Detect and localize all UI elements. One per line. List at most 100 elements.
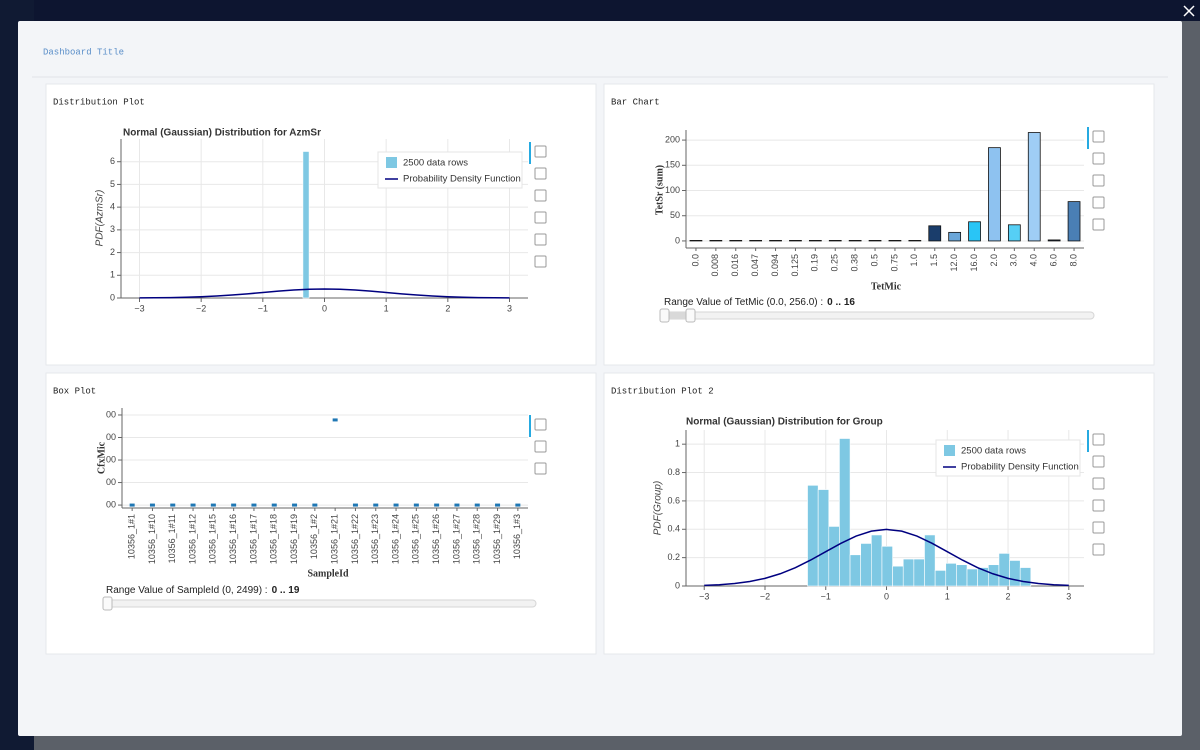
- x-tick-label: 0.38: [850, 254, 860, 272]
- slider-value: 0 .. 16: [827, 297, 855, 308]
- histogram-bar: [1009, 560, 1021, 587]
- toolbar-icon[interactable]: [534, 145, 547, 158]
- histogram-bar: [998, 553, 1010, 587]
- x-tick-label: 10356_1#29: [492, 514, 502, 564]
- toolbar-icon[interactable]: [534, 189, 547, 202]
- histogram-bar: [839, 438, 851, 587]
- x-tick-label: 3: [1066, 591, 1071, 601]
- point: [373, 503, 379, 507]
- bar: [868, 240, 882, 242]
- y-axis-label: CfxMic: [96, 441, 107, 474]
- x-tick-label: −3: [699, 591, 709, 601]
- bar: [1007, 224, 1021, 242]
- x-tick-label: 10356_1#16: [228, 514, 238, 564]
- x-tick-label: 0.047: [750, 254, 760, 277]
- point: [413, 503, 419, 507]
- bar: [769, 240, 782, 242]
- panel-title: Distribution Plot 2: [611, 386, 714, 396]
- x-tick-label: −2: [196, 303, 206, 313]
- toolbar-icon[interactable]: [534, 440, 547, 453]
- x-tick-label: 1: [384, 303, 389, 313]
- y-tick-label: 0: [110, 292, 115, 302]
- slider-label-text: Range Value of SampleId (0, 2499) :: [106, 585, 268, 596]
- panel: [45, 83, 597, 366]
- x-tick-label: 10356_1#25: [411, 514, 421, 564]
- toolbar-icon[interactable]: [534, 418, 547, 431]
- y-tick-label: 200: [665, 134, 680, 144]
- y-tick-label: 50: [670, 210, 680, 220]
- point: [251, 503, 257, 507]
- x-tick-label: 0.5: [869, 254, 879, 267]
- toolbar-icon[interactable]: [534, 167, 547, 180]
- legend-label: Probability Density Function: [403, 174, 521, 185]
- toolbar-icon[interactable]: [1092, 477, 1105, 490]
- bar: [988, 147, 1001, 242]
- x-tick-label: 12.0: [949, 254, 959, 272]
- histogram-bar: [828, 526, 840, 587]
- point: [271, 503, 277, 507]
- x-tick-label: 0.016: [730, 254, 740, 277]
- x-tick-label: 0.75: [889, 254, 899, 272]
- toolbar-icon[interactable]: [534, 462, 547, 475]
- toolbar-icon[interactable]: [1092, 521, 1105, 534]
- pdf-line: [139, 288, 510, 299]
- y-tick-label: 1: [675, 439, 680, 449]
- slider-handle[interactable]: [685, 308, 696, 323]
- point: [454, 503, 460, 507]
- toolbar-icon[interactable]: [1092, 152, 1105, 165]
- close-icon[interactable]: [1183, 5, 1195, 17]
- x-tick-label: 1.0: [909, 254, 919, 267]
- y-tick-label: 5: [110, 179, 115, 189]
- toolbar-icon[interactable]: [1092, 455, 1105, 468]
- slider-handle[interactable]: [102, 596, 113, 611]
- point: [393, 503, 399, 507]
- slider-label: Range Value of TetMic (0.0, 256.0) : 0 ..…: [664, 297, 855, 308]
- histogram-bar: [966, 568, 978, 587]
- y-tick-label: 150: [665, 160, 680, 170]
- legend-label: 2500 data rows: [961, 446, 1026, 457]
- y-axis-label: TetSr (sum): [654, 165, 665, 215]
- histogram-bar: [302, 151, 310, 299]
- dashboard-title: Dashboard Title: [43, 47, 124, 57]
- toolbar-icon[interactable]: [1092, 543, 1105, 556]
- histogram-bar: [849, 554, 861, 587]
- legend: [377, 151, 523, 189]
- slider-track[interactable]: [105, 599, 537, 608]
- legend-label: Probability Density Function: [961, 462, 1079, 473]
- bar: [729, 240, 743, 242]
- histogram-bar: [934, 570, 947, 587]
- x-tick-label: 10356_1#21: [330, 514, 340, 564]
- slider-track[interactable]: [659, 311, 1095, 320]
- x-tick-label: 10356_1#15: [208, 514, 218, 564]
- toolbar-icon[interactable]: [534, 255, 547, 268]
- x-tick-label: 0.19: [810, 254, 820, 272]
- x-tick-label: 0.125: [790, 254, 800, 277]
- x-tick-label: 2: [1006, 591, 1011, 601]
- slider-handle[interactable]: [659, 308, 670, 323]
- toolbar-icon[interactable]: [1092, 433, 1105, 446]
- x-tick-label: 2: [445, 303, 450, 313]
- toolbar-icon[interactable]: [1092, 218, 1105, 231]
- y-tick-label: 00: [106, 454, 116, 464]
- toolbar-icon[interactable]: [534, 233, 547, 246]
- x-tick-label: 10356_1#3: [512, 514, 522, 559]
- y-tick-label: 0.8: [667, 467, 680, 477]
- pdf-line: [704, 528, 1069, 587]
- x-tick-label: 10356_1#11: [167, 514, 177, 563]
- toolbar-icon[interactable]: [1092, 196, 1105, 209]
- slider-label-text: Range Value of TetMic (0.0, 256.0) :: [664, 297, 823, 308]
- x-tick-label: 10356_1#26: [431, 514, 441, 564]
- histogram-bar: [860, 543, 872, 587]
- toolbar-icon[interactable]: [534, 211, 547, 224]
- toolbar-icon[interactable]: [1092, 174, 1105, 187]
- panel-title: Bar Chart: [611, 97, 660, 107]
- point: [312, 503, 318, 507]
- x-tick-label: 4.0: [1029, 254, 1039, 267]
- toolbar-icon[interactable]: [1092, 130, 1105, 143]
- y-tick-label: 0: [675, 235, 680, 245]
- legend-label: 2500 data rows: [403, 158, 468, 169]
- y-tick-label: 0.6: [667, 495, 680, 505]
- bar: [789, 240, 802, 242]
- toolbar-icon[interactable]: [1092, 499, 1105, 512]
